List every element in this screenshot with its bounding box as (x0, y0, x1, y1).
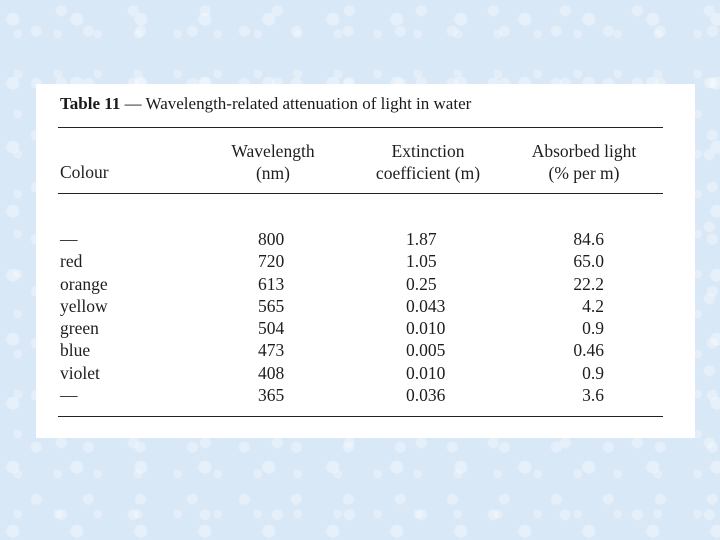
cell-absorbed: 0.46 (573, 340, 604, 361)
header-colour: Colour (60, 162, 109, 182)
cell-absorbed: 65.0 (573, 251, 604, 272)
cell-absorbed: 3.6 (582, 385, 604, 406)
table-caption: — Wavelength-related attenuation of ligh… (120, 94, 472, 113)
table-row: orange 613 0.25 22.2 (36, 273, 695, 295)
cell-absorbed: 0.9 (582, 362, 604, 383)
table-row: red 720 1.05 65.0 (36, 250, 695, 272)
header-wavelength-line2: (nm) (255, 163, 291, 183)
cell-wavelength: 365 (258, 385, 285, 406)
header-wavelength-line1: Wavelength (231, 141, 315, 161)
cell-extinction: 0.036 (406, 385, 446, 406)
cell-colour: — (60, 385, 78, 406)
cell-extinction: 0.043 (406, 295, 446, 316)
table-row: blue 473 0.005 0.46 (36, 339, 695, 361)
cell-colour: blue (60, 340, 91, 361)
cell-colour: violet (60, 362, 100, 383)
cell-wavelength: 565 (258, 295, 285, 316)
cell-colour: green (60, 318, 99, 339)
cell-wavelength: 613 (258, 273, 285, 294)
header-rule (58, 193, 663, 194)
header-absorbed: Absorbed light (% per m) (516, 140, 652, 184)
top-rule (58, 127, 663, 128)
header-extinction-line1: Extinction (391, 141, 465, 161)
table-row: — 365 0.036 3.6 (36, 384, 695, 406)
table-row: — 800 1.87 84.6 (36, 228, 695, 250)
cell-extinction: 0.010 (406, 318, 446, 339)
cell-absorbed: 22.2 (573, 273, 604, 294)
cell-wavelength: 720 (258, 251, 285, 272)
cell-wavelength: 504 (258, 318, 285, 339)
bottom-rule (58, 416, 663, 417)
table-row: violet 408 0.010 0.9 (36, 362, 695, 384)
table-row: yellow 565 0.043 4.2 (36, 295, 695, 317)
cell-absorbed: 0.9 (582, 318, 604, 339)
table-panel: Table 11 — Wavelength-related attenuatio… (36, 84, 695, 438)
cell-wavelength: 473 (258, 340, 285, 361)
cell-wavelength: 408 (258, 362, 285, 383)
cell-extinction: 1.87 (406, 229, 437, 249)
table-number: Table 11 (60, 94, 121, 113)
cell-colour: red (60, 251, 83, 272)
cell-colour: orange (60, 273, 108, 294)
cell-extinction: 0.25 (406, 273, 437, 294)
cell-absorbed: 4.2 (582, 295, 604, 316)
table-body: — 800 1.87 84.6 red 720 1.05 65.0 orange… (36, 228, 695, 406)
cell-wavelength: 800 (258, 229, 285, 249)
cell-absorbed: 84.6 (573, 229, 604, 249)
cell-colour: yellow (60, 295, 108, 316)
cell-extinction: 0.005 (406, 340, 446, 361)
cell-colour: — (60, 229, 78, 249)
table-title: Table 11 — Wavelength-related attenuatio… (60, 94, 471, 114)
header-extinction: Extinction coefficient (m) (363, 140, 493, 184)
header-wavelength: Wavelength (nm) (218, 140, 328, 184)
cell-extinction: 0.010 (406, 362, 446, 383)
header-absorbed-line2: (% per m) (548, 163, 620, 183)
header-extinction-line2: coefficient (m) (375, 163, 481, 183)
header-absorbed-line1: Absorbed light (531, 141, 637, 161)
cell-extinction: 1.05 (406, 251, 437, 272)
table-row: green 504 0.010 0.9 (36, 317, 695, 339)
